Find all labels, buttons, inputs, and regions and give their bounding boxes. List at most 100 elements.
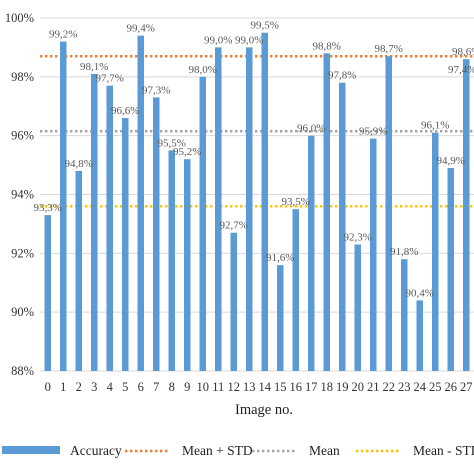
data-label: 98,8% [313,40,341,52]
x-tick-label: 12 [228,380,241,394]
x-tick-label: 3 [91,380,97,394]
bar [338,82,346,371]
x-tick-label: 24 [414,380,427,394]
bar [462,59,470,371]
y-tick-label: 88% [11,364,34,378]
legend-label-accuracy: Accuracy [70,443,122,458]
bar [44,215,52,371]
x-tick-label: 11 [212,380,224,394]
x-tick-label: 15 [274,380,287,394]
data-label: 98,1% [80,61,108,73]
x-tick-label: 18 [321,380,334,394]
y-tick-label: 94% [11,188,34,202]
data-label: 95,9% [359,126,387,138]
bar [416,300,424,371]
bar [354,244,362,371]
data-label: 98,6% [452,46,474,58]
data-label: 93,5% [282,196,310,208]
x-tick-label: 16 [290,380,303,394]
y-axis-ticks: 88% 90% 92% 94% 96% 98% 100% [5,11,34,378]
x-tick-label: 22 [383,380,396,394]
x-tick-label: 8 [169,380,175,394]
data-label: 92,3% [344,232,372,244]
bar [400,259,408,371]
data-labels: 93,3% 99,2% 94,8% 98,1%97,7% 96,6% 99,4% 97,3%… [34,20,474,300]
bar [369,138,377,371]
x-tick-label: 2 [76,380,82,394]
legend-label-ref: Mean - STD [413,443,474,458]
data-label: 91,6% [266,252,294,264]
bar [152,97,160,372]
legend: Accuracy Mean + STD Mean Mean - STD [2,443,474,458]
y-tick-label: 92% [11,246,34,260]
x-axis-title: Image no. [235,402,293,418]
bar [323,53,331,372]
data-label: 94,8% [65,158,93,170]
bar [230,232,238,371]
legend-label-ref: Mean + STD [182,443,253,458]
x-tick-label: 23 [398,380,411,394]
x-tick-label: 9 [184,380,190,394]
data-label: 97,3% [142,84,170,96]
bar [385,56,393,371]
data-label: 95,5% [158,137,186,149]
x-tick-label: 4 [107,380,114,394]
x-tick-label: 1 [60,380,66,394]
data-label: 95,2% [173,146,201,158]
x-tick-label: 13 [243,380,256,394]
bar [214,47,222,372]
bar [59,41,67,372]
bar [121,118,129,372]
data-label: 93,3% [34,202,62,214]
data-label: 91,8% [390,246,418,258]
bar [168,150,176,371]
data-label: 96,6% [111,105,139,117]
bar [75,170,83,371]
bar [106,85,114,372]
data-label: 98,7% [375,43,403,55]
bar [137,35,145,372]
x-tick-label: 10 [197,380,210,394]
y-tick-label: 100% [5,11,34,25]
data-label: 92,7% [220,220,248,232]
x-tick-label: 21 [367,380,380,394]
x-tick-label: 25 [429,380,442,394]
data-label-extra: 97,4% [448,64,474,76]
data-label: 99,0% [204,34,232,46]
y-tick-label: 96% [11,129,34,143]
x-tick-label: 17 [305,380,318,394]
x-tick-label: 27 [460,380,473,394]
bars [44,32,470,372]
data-label: 97,8% [328,70,356,82]
x-axis-ticks: 0 1 2 3 4 5 6 7 8 9 10 11 12 13 14 15 16 17 18 19 20 21 22 23 24… [45,380,473,394]
data-label: 90,4% [406,287,434,299]
y-tick-label: 90% [11,305,34,319]
bar [276,265,284,371]
bar [431,132,439,371]
x-tick-label: 5 [122,380,128,394]
y-tick-label: 98% [11,70,34,84]
legend-swatch-accuracy [2,446,60,454]
bar [307,135,315,371]
x-tick-label: 26 [445,380,458,394]
data-label: 99,5% [251,20,279,32]
bar [245,47,253,372]
data-label: 99,4% [127,23,155,35]
x-tick-label: 6 [138,380,144,394]
bar [447,168,455,371]
data-label: 99,0% [235,34,263,46]
bar [261,32,269,371]
x-tick-label: 0 [45,380,51,394]
data-label: 98,0% [189,64,217,76]
x-tick-label: 20 [352,380,365,394]
bar [292,209,300,371]
bar [183,159,191,371]
data-label: 96,1% [421,120,449,132]
data-label: 97,7% [96,73,124,85]
legend-label-ref: Mean [309,443,340,458]
x-tick-label: 7 [153,380,159,394]
data-label: 96,0% [297,123,325,135]
bar [90,73,98,372]
data-label: 99,2% [49,29,77,41]
